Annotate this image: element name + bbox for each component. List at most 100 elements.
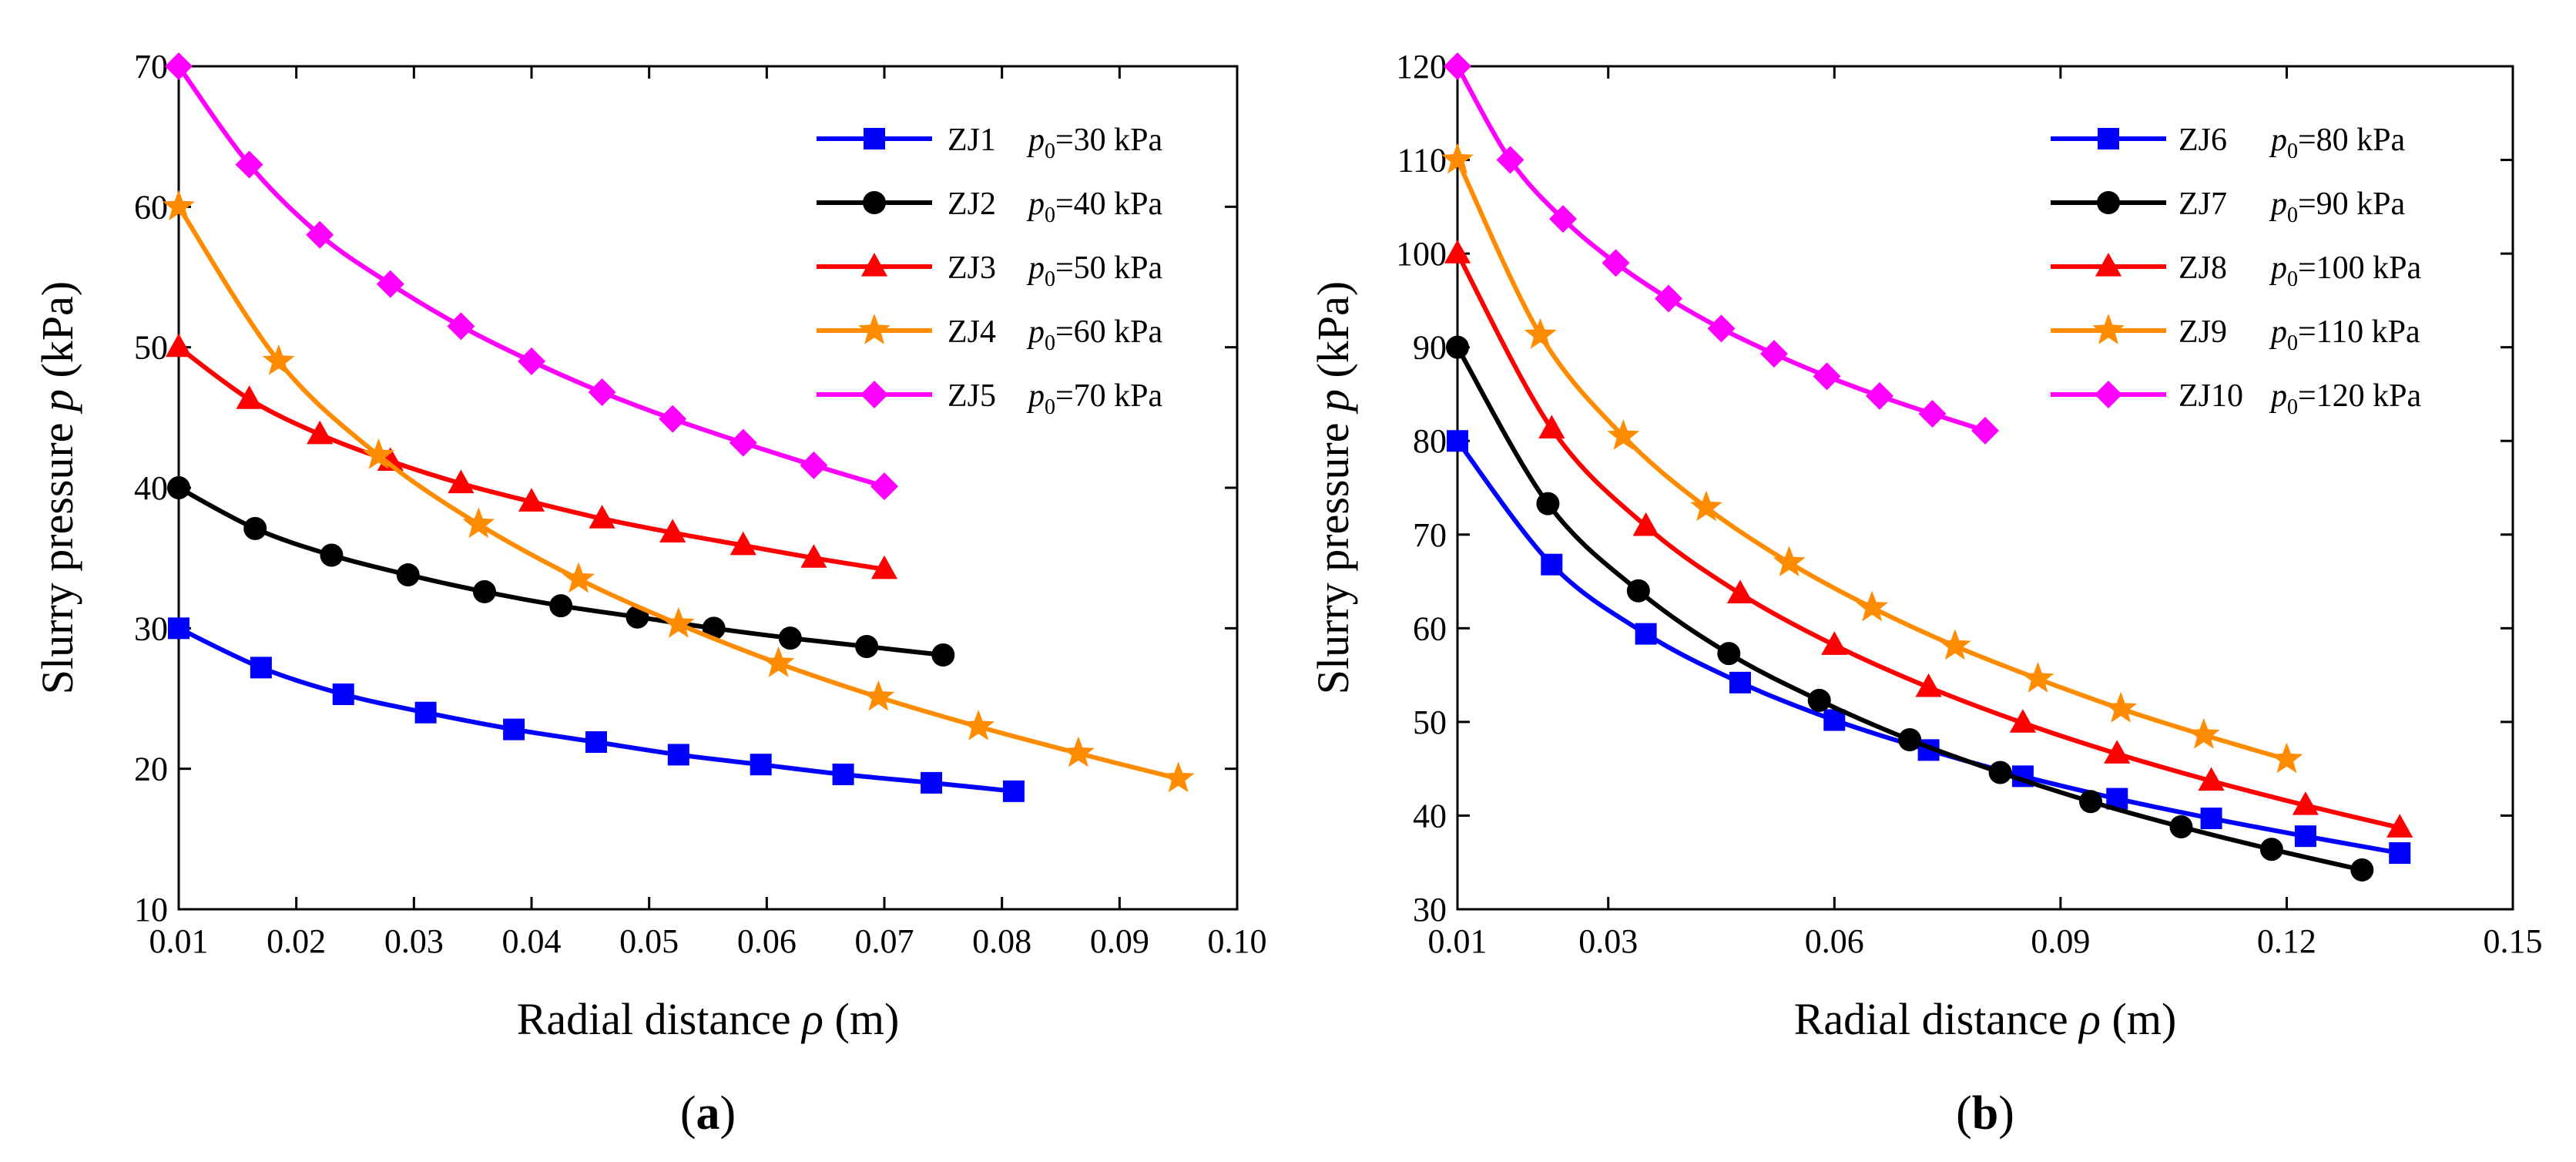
- y-axis-label-text: Slurry pressure: [32, 411, 82, 694]
- data-point: [1444, 52, 1471, 80]
- series-zj5: [165, 52, 898, 501]
- data-point: [730, 531, 756, 556]
- data-point: [2079, 790, 2102, 814]
- data-point: [2389, 842, 2411, 865]
- legend-series-name: ZJ7: [2179, 186, 2227, 222]
- legend-marker: [2097, 191, 2120, 214]
- series-zj10: [1444, 52, 1999, 445]
- y-axis-label-symbol: p: [1308, 389, 1358, 415]
- legend-p0-label: p0=60 kPa: [1026, 314, 1163, 355]
- data-point: [1162, 761, 1195, 793]
- data-point: [589, 505, 615, 529]
- data-point: [1938, 629, 1971, 660]
- p0-symbol: p: [2269, 314, 2287, 350]
- y-tick-label: 20: [134, 751, 168, 788]
- data-point: [503, 718, 525, 741]
- series-zj1: [168, 617, 1025, 802]
- data-point: [2198, 767, 2225, 791]
- y-tick-label: 50: [134, 329, 168, 367]
- legend-marker: [2095, 253, 2122, 277]
- legend-series-name: ZJ2: [948, 186, 996, 222]
- data-point: [921, 771, 943, 794]
- data-point: [862, 680, 895, 711]
- data-point: [448, 469, 475, 494]
- legend-item-zj7: ZJ7 p0=90 kPa: [2051, 186, 2406, 227]
- y-tick-label: 70: [134, 48, 168, 86]
- p0-value: =40 kPa: [1055, 186, 1163, 222]
- data-point: [2386, 814, 2413, 838]
- data-point: [2270, 742, 2303, 774]
- x-axis-label: Radial distance ρ (m): [1794, 994, 2177, 1044]
- legend-p0-label: p0=30 kPa: [1026, 123, 1163, 163]
- p0-subscript: 0: [2287, 331, 2298, 355]
- data-point: [462, 507, 495, 539]
- panel-label-open: (: [680, 1087, 696, 1140]
- panel-label-open: (: [1956, 1087, 1972, 1140]
- data-point: [2200, 808, 2222, 830]
- data-point: [588, 378, 616, 407]
- x-tick-label: 0.06: [1805, 922, 1864, 960]
- data-point: [2169, 815, 2193, 839]
- x-tick-label: 0.07: [855, 922, 914, 960]
- data-point: [1632, 512, 1659, 536]
- data-point: [855, 635, 879, 659]
- data-point: [1729, 671, 1751, 694]
- legend-p0-label: p0=100 kPa: [2269, 250, 2422, 291]
- y-tick-label: 50: [1413, 704, 1447, 741]
- p0-value: =70 kPa: [1055, 378, 1163, 414]
- data-point: [1760, 340, 1788, 368]
- series-line: [176, 344, 887, 572]
- data-point: [750, 754, 772, 776]
- panel-label-close: ): [720, 1087, 736, 1140]
- data-point: [870, 555, 898, 579]
- legend-series-name: ZJ8: [2179, 250, 2227, 286]
- legend-marker: [863, 191, 886, 214]
- data-point: [163, 190, 195, 221]
- y-tick-label: 30: [1413, 891, 1447, 929]
- p0-symbol: p: [1026, 186, 1045, 222]
- y-axis-label-unit: (kPa): [1308, 281, 1358, 389]
- data-point: [778, 626, 802, 650]
- data-point: [235, 150, 263, 179]
- p0-subscript: 0: [1045, 267, 1055, 291]
- legend-p0-label: p0=70 kPa: [1026, 378, 1163, 419]
- data-point: [1538, 415, 1565, 439]
- y-axis-label-symbol: p: [32, 389, 82, 415]
- data-point: [262, 344, 295, 375]
- data-point: [1602, 249, 1630, 277]
- legend-item-zj9: ZJ9 p0=110 kPa: [2051, 314, 2420, 355]
- data-point: [870, 472, 898, 501]
- y-tick-label: 80: [1413, 422, 1447, 460]
- data-point: [165, 333, 193, 358]
- p0-value: =120 kPa: [2298, 378, 2422, 414]
- data-point: [1821, 631, 1848, 655]
- y-axis-label: Slurry pressure p (kPa): [32, 281, 82, 694]
- data-point: [396, 563, 420, 587]
- data-point: [1536, 492, 1560, 516]
- data-point: [250, 657, 272, 679]
- p0-subscript: 0: [2287, 267, 2298, 291]
- series-zj8: [1444, 240, 2413, 838]
- p0-subscript: 0: [2287, 395, 2298, 419]
- data-point: [2292, 791, 2319, 815]
- data-point: [659, 405, 687, 433]
- data-point: [832, 763, 854, 785]
- legend-p0-label: p0=120 kPa: [2269, 378, 2422, 419]
- x-tick-label: 0.03: [384, 922, 444, 960]
- data-point: [931, 643, 955, 667]
- legend-item-zj2: ZJ2 p0=40 kPa: [817, 186, 1163, 227]
- x-tick-label: 0.15: [2484, 922, 2543, 960]
- p0-value: =90 kPa: [2298, 186, 2406, 222]
- data-point: [962, 710, 995, 741]
- y-tick-label: 40: [134, 469, 168, 507]
- data-point: [1707, 314, 1736, 343]
- data-point: [729, 428, 757, 457]
- data-point: [667, 744, 689, 766]
- p0-subscript: 0: [2287, 139, 2298, 163]
- p0-value: =50 kPa: [1055, 250, 1163, 286]
- y-tick-label: 120: [1396, 48, 1447, 86]
- x-axis-label: Radial distance ρ (m): [517, 994, 900, 1044]
